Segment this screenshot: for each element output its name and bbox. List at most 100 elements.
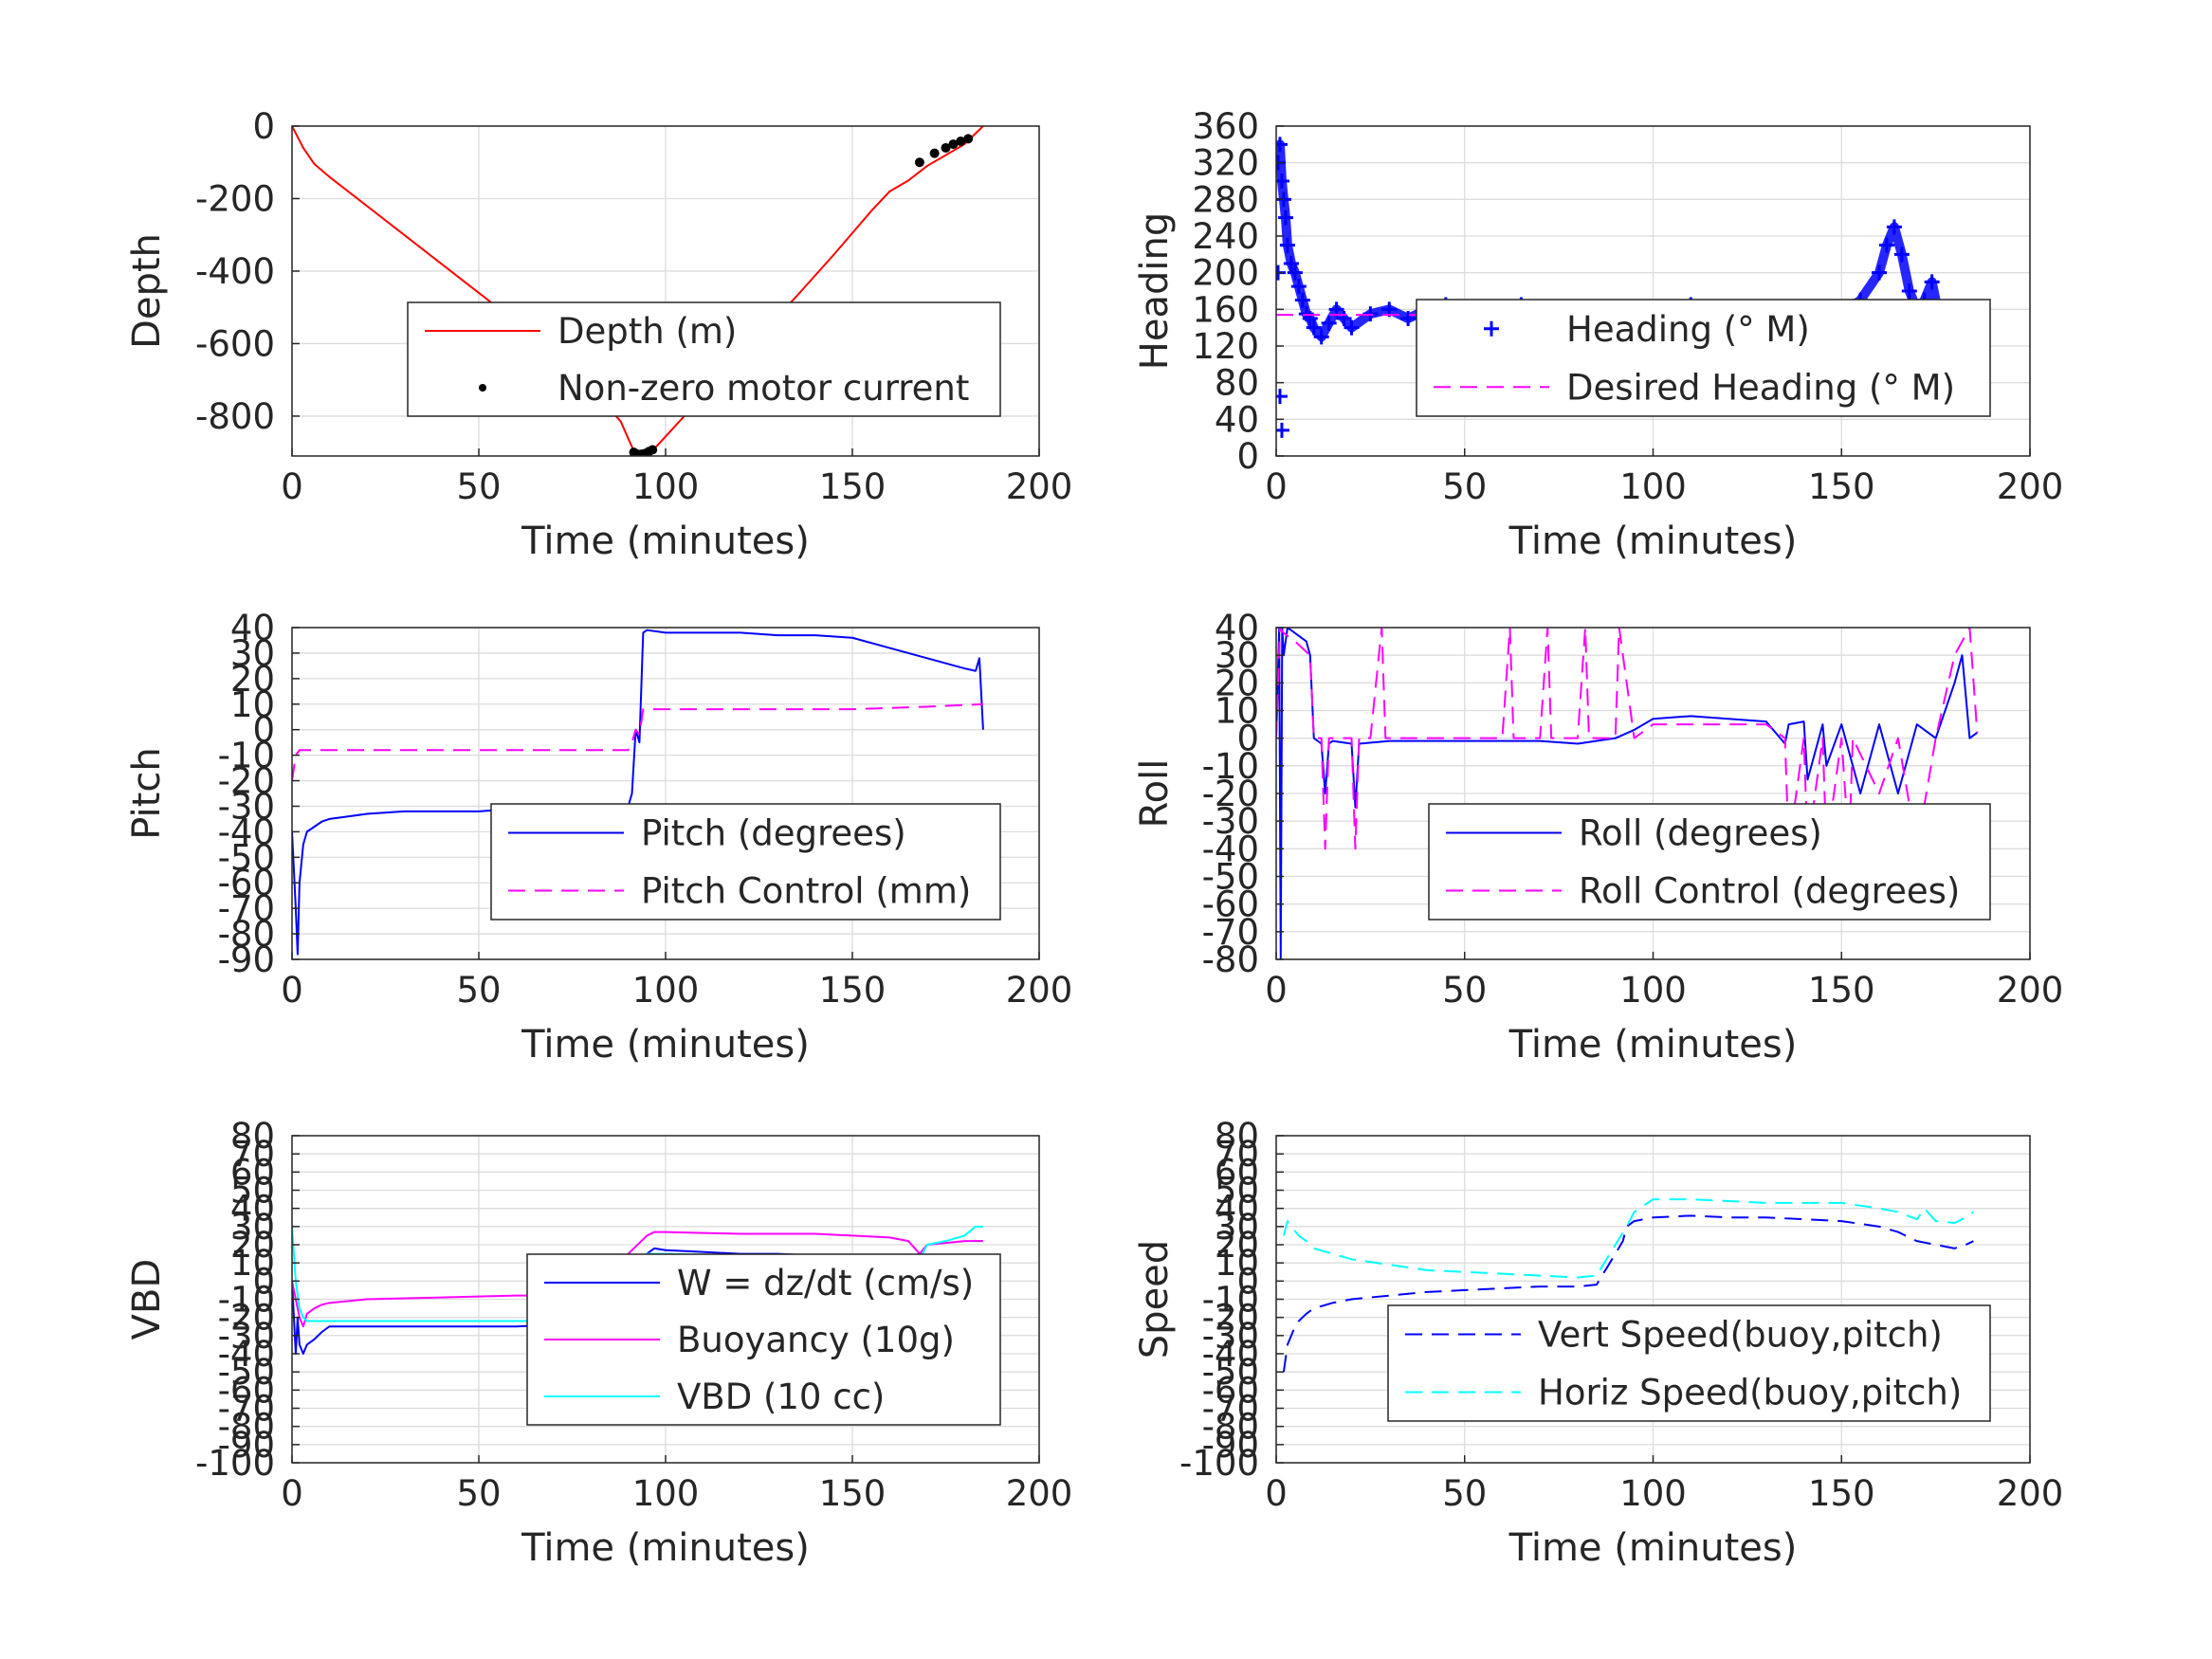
speed-ytick-label: 30 [1215, 1207, 1259, 1248]
speed-legend-box [1387, 1304, 1991, 1422]
depth-ytick-label: -200 [195, 178, 275, 219]
vbd-ytick-label: -30 [218, 1316, 275, 1357]
vbd-ytick-label: -10 [218, 1280, 275, 1321]
speed-ytick-label: -70 [1202, 1389, 1259, 1430]
depth-chart: 0 50 100 150 200 -800 -600 -400 -200 0 Time (minut… [125, 106, 1072, 563]
depth-series-1-point [941, 142, 951, 153]
speed-ytick-label: -30 [1202, 1316, 1259, 1357]
pitch-ytick-label: -10 [218, 736, 275, 776]
roll-ytick-label: 10 [1215, 691, 1259, 732]
pitch-ylabel: Pitch [125, 747, 169, 839]
pitch-ytick-label: 30 [230, 633, 275, 674]
depth-xtick-label: 50 [456, 466, 501, 507]
depth-series-1-point [956, 137, 966, 147]
depth-xtick-label: 150 [819, 466, 887, 507]
speed-legend: Vert Speed(buoy,pitch) Horiz Speed(buoy,p… [1387, 1304, 1991, 1422]
heading-legend-box [1416, 299, 1991, 417]
depth-series-1-point [648, 445, 658, 455]
depth-ytick-label: -400 [195, 251, 275, 292]
vbd-ytick-label: -90 [218, 1425, 275, 1466]
pitch-ytick-label: -60 [218, 863, 275, 903]
heading-ytick-label: 240 [1192, 216, 1259, 257]
vbd-chart: 0 50 100 150 200-100-90-80-70-60-50-40-30-20… [125, 1116, 1072, 1570]
depth-series-1-point [948, 139, 959, 150]
speed-ytick-label: -40 [1202, 1334, 1259, 1375]
roll-legend: Roll (degrees) Roll Control (degrees) [1428, 803, 1991, 921]
speed-ytick-label: -60 [1202, 1370, 1259, 1411]
pitch-series-1-line [292, 702, 983, 781]
heading-xtick-label: 200 [1997, 466, 2064, 507]
pitch-xtick-label: 50 [456, 970, 501, 1011]
speed-ytick-label: -90 [1202, 1425, 1259, 1466]
roll-ytick-label: 0 [1236, 719, 1259, 759]
pitch-xtick-label: 100 [632, 970, 700, 1011]
depth-series-1-point [914, 157, 924, 168]
vbd-legend-label: VBD (10 cc) [677, 1376, 885, 1417]
vbd-ytick-label: -70 [218, 1389, 275, 1430]
speed-chart: 0 50 100 150 200-100-90-80-70-60-50-40-30-20… [1133, 1116, 2063, 1570]
speed-series-group [1282, 1198, 1974, 1373]
vbd-ytick-label: -40 [218, 1334, 275, 1375]
pitch-ytick-label: 40 [230, 608, 275, 648]
vbd-ytick-label: 10 [230, 1243, 275, 1284]
heading-xlabel: Time (minutes) [1508, 520, 1798, 563]
pitch-legend-box [490, 803, 1001, 921]
heading-xtick-label: 50 [1442, 466, 1487, 507]
vbd-ytick-label: 70 [230, 1134, 275, 1175]
heading-ytick-label: 280 [1192, 179, 1259, 220]
depth-series-group [292, 126, 984, 456]
speed-ytick-label: -20 [1202, 1298, 1259, 1339]
heading-legend-label: Heading (° M) [1566, 309, 1810, 350]
vbd-legend-label: Buoyancy (10g) [677, 1320, 955, 1360]
speed-series-1-line [1282, 1198, 1974, 1279]
speed-ytick-label: -100 [1179, 1443, 1259, 1484]
pitch-ytick-label: 20 [230, 659, 275, 700]
heading-series-1-point [1276, 389, 1288, 405]
pitch-legend-label: Pitch Control (mm) [641, 871, 971, 912]
depth-legend-label: Non-zero motor current [558, 368, 969, 409]
roll-ytick-label: -20 [1202, 774, 1259, 814]
speed-xlabel: Time (minutes) [1508, 1526, 1798, 1570]
depth-legend-label: Depth (m) [558, 311, 737, 352]
speed-legend-label: Vert Speed(buoy,pitch) [1538, 1315, 1943, 1356]
roll-ytick-label: 40 [1215, 608, 1259, 648]
speed-ytick-label: 50 [1215, 1171, 1259, 1212]
roll-series-0-line [1276, 628, 1978, 959]
vbd-ytick-label: -20 [218, 1298, 275, 1339]
heading-xtick-label: 0 [1265, 466, 1288, 507]
speed-legend-label: Horiz Speed(buoy,pitch) [1538, 1373, 1962, 1413]
pitch-ytick-label: -50 [218, 837, 275, 878]
pitch-ytick-label: 0 [252, 710, 275, 751]
vbd-ytick-label: 0 [252, 1261, 275, 1302]
heading-ytick-label: 120 [1192, 326, 1259, 367]
pitch-xtick-label: 0 [281, 970, 303, 1011]
roll-ytick-label: -30 [1202, 801, 1259, 842]
pitch-ytick-label: -30 [218, 786, 275, 827]
vbd-ytick-label: -50 [218, 1352, 275, 1393]
heading-ytick-label: 200 [1192, 253, 1259, 294]
pitch-xlabel: Time (minutes) [521, 1023, 810, 1066]
depth-series-1-point [963, 134, 974, 144]
speed-ytick-label: 10 [1215, 1243, 1259, 1284]
pitch-xtick-label: 200 [1006, 970, 1073, 1011]
speed-xtick-label: 100 [1619, 1473, 1687, 1514]
vbd-ytick-label: -80 [218, 1407, 275, 1448]
vbd-ytick-label: -100 [195, 1443, 275, 1484]
heading-chart: 0 50 100 150 20004080120160200240280320360Ti… [1133, 106, 2063, 563]
pitch-ytick-label: -20 [218, 761, 275, 802]
depth-ytick-label: 0 [252, 106, 275, 147]
roll-ytick-label: -40 [1202, 829, 1259, 869]
roll-xtick-label: 100 [1619, 970, 1687, 1011]
pitch-ytick-label: 10 [230, 684, 275, 725]
heading-legend-swatch [1484, 320, 1499, 337]
depth-xtick-label: 200 [1006, 466, 1073, 507]
speed-ytick-label: 20 [1215, 1225, 1259, 1266]
vbd-xtick-label: 200 [1006, 1473, 1073, 1514]
roll-xtick-label: 150 [1808, 970, 1875, 1011]
roll-legend-label: Roll Control (degrees) [1579, 871, 1960, 912]
vbd-xlabel: Time (minutes) [521, 1526, 810, 1570]
vbd-ytick-label: 80 [230, 1116, 275, 1157]
depth-legend-swatch [479, 384, 486, 392]
roll-ytick-label: -60 [1202, 884, 1259, 925]
vbd-ytick-label: 50 [230, 1171, 275, 1212]
